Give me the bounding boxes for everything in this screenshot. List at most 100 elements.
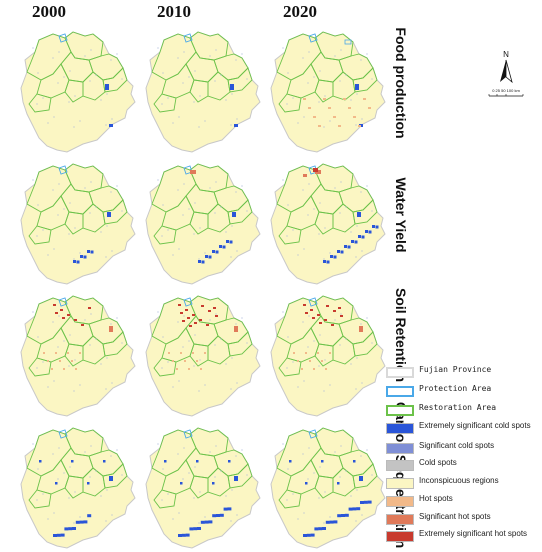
restoration-area <box>227 199 253 225</box>
cold-spot-dot <box>79 120 81 122</box>
cold-spot-dot <box>69 70 71 72</box>
cold-spot-dot <box>69 334 71 336</box>
cold-spot-dot <box>286 103 288 105</box>
cold-spot-dot <box>355 256 357 258</box>
cold-spot-dot <box>188 472 190 474</box>
cold-spot-dot <box>162 204 164 206</box>
cold-spot-dot <box>69 202 71 204</box>
cold-extreme-patch <box>353 460 356 463</box>
hot-significant-patch <box>109 326 113 332</box>
cold-spot-dot <box>339 80 341 82</box>
hot-extreme-patch <box>213 307 216 309</box>
cold-extreme-patch <box>68 527 73 531</box>
cold-spot-dot <box>193 101 195 103</box>
restoration-area <box>352 199 378 225</box>
cold-spot-dot <box>58 315 60 317</box>
cold-spot-dot <box>162 72 164 74</box>
restoration-area <box>227 463 253 489</box>
cold-extreme-patch <box>73 260 76 263</box>
cold-spot-dot <box>356 93 358 95</box>
cold-spot-dot <box>355 388 357 390</box>
hot-patch <box>301 368 303 370</box>
cold-spot-dot <box>105 520 107 522</box>
cold-extreme-patch <box>314 527 319 531</box>
cold-extreme-patch <box>365 230 368 233</box>
hot-extreme-patch <box>88 307 91 309</box>
province-outline <box>270 295 386 417</box>
cold-spot-dot <box>235 59 237 61</box>
hot-patch <box>353 116 356 118</box>
cold-spot-dot <box>329 384 331 386</box>
cold-spot-dot <box>42 493 44 495</box>
hot-extreme-patch <box>310 309 313 311</box>
cold-extreme-patch <box>205 255 208 258</box>
cold-spot-dot <box>95 338 97 340</box>
cold-spot-dot <box>106 489 108 491</box>
cold-spot-dot <box>194 202 196 204</box>
cold-extreme-patch <box>330 255 333 258</box>
cold-spot-dot <box>68 233 70 235</box>
cold-spot-dot <box>90 445 92 447</box>
hot-patch <box>329 352 331 354</box>
cold-extreme-patch <box>76 260 80 264</box>
hot-patch <box>363 98 366 100</box>
hot-patch <box>47 360 49 362</box>
cold-spot-dot <box>356 225 358 227</box>
cold-extreme-patch <box>348 507 353 511</box>
cold-spot-dot <box>246 210 248 212</box>
cold-spot-dot <box>177 321 179 323</box>
hot-extreme-patch <box>67 314 70 316</box>
cold-spot-dot <box>308 447 310 449</box>
cold-spot-dot <box>236 250 238 252</box>
cold-spot-dot <box>74 491 76 493</box>
restoration-area <box>314 211 334 235</box>
legend-label: Extremely significant cold spots <box>419 421 531 430</box>
cold-spot-dot <box>236 514 238 516</box>
cold-extreme-patch <box>39 460 42 463</box>
cold-spot-dot <box>308 51 310 53</box>
hot-patch <box>325 368 327 370</box>
province-outline <box>145 163 261 285</box>
restoration-area <box>189 475 209 499</box>
province-outline <box>20 163 136 285</box>
hot-patch <box>358 125 361 127</box>
protection-area <box>183 429 193 439</box>
cold-spot-dot <box>47 518 49 520</box>
hot-patch <box>313 368 315 370</box>
cold-spot-dot <box>84 55 86 57</box>
cold-spot-dot <box>79 252 81 254</box>
cold-spot-dot <box>246 78 248 80</box>
cold-spot-dot <box>32 311 34 313</box>
hot-patch <box>323 98 326 100</box>
cold-spot-dot <box>313 208 315 210</box>
cold-extreme-patch <box>185 533 190 537</box>
protection-patch <box>344 39 352 45</box>
cold-spot-dot <box>32 47 34 49</box>
protection-area <box>183 33 193 43</box>
cold-spot-dot <box>89 212 91 214</box>
cold-spot-dot <box>204 252 206 254</box>
cold-spot-dot <box>366 185 368 187</box>
cold-spot-dot <box>183 447 185 449</box>
cold-spot-dot <box>111 118 113 120</box>
cold-spot-dot <box>286 367 288 369</box>
cold-spot-dot <box>209 451 211 453</box>
cold-spot-dot <box>89 476 91 478</box>
map-carbon-sequestration-2000 <box>20 427 136 549</box>
cold-extreme-patch <box>234 124 238 127</box>
cold-spot-dot <box>52 57 54 59</box>
cold-spot-dot <box>334 187 336 189</box>
cold-spot-dot <box>323 390 325 392</box>
cold-spot-dot <box>307 346 309 348</box>
province-outline <box>145 295 261 417</box>
cold-extreme-patch <box>333 520 338 524</box>
cold-spot-dot <box>340 181 342 183</box>
hot-patch <box>317 352 319 354</box>
cold-extreme-patch <box>56 533 61 537</box>
restoration-area <box>227 331 253 357</box>
restoration-area <box>314 79 334 103</box>
cold-spot-dot <box>286 499 288 501</box>
cold-extreme-patch <box>360 501 364 504</box>
cold-spot-dot <box>95 206 97 208</box>
hot-extreme-patch <box>340 315 343 317</box>
